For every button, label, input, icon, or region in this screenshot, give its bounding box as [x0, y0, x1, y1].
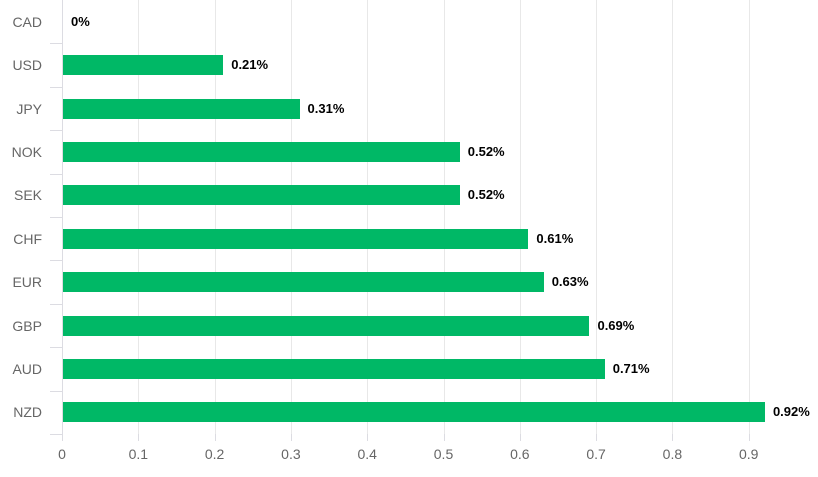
category-label: NZD — [13, 404, 42, 421]
value-label: 0.31% — [307, 100, 345, 116]
y-axis-tick — [50, 260, 62, 261]
y-axis-tick — [50, 130, 62, 131]
gridline — [138, 0, 140, 434]
value-label: 0% — [71, 13, 90, 29]
bar — [63, 315, 590, 336]
y-axis-tick — [50, 174, 62, 175]
bar — [63, 55, 224, 76]
value-label: 0.69% — [597, 317, 635, 333]
x-axis-tick — [214, 434, 216, 441]
y-axis-tick — [50, 391, 62, 392]
gridline — [519, 0, 521, 434]
y-axis-tick — [50, 43, 62, 44]
value-label: 0.52% — [467, 187, 505, 203]
gridline — [672, 0, 674, 434]
x-axis-tick — [748, 434, 750, 441]
value-label: 0.21% — [231, 57, 269, 73]
category-label: EUR — [12, 274, 42, 291]
x-axis-tick-label: 0.2 — [204, 446, 225, 462]
y-axis-tick — [50, 347, 62, 348]
value-label: 0.71% — [612, 360, 650, 376]
category-label: AUD — [12, 360, 42, 377]
bar — [63, 272, 544, 293]
category-label: NOK — [11, 143, 42, 160]
bar — [63, 358, 605, 379]
gridline — [443, 0, 445, 434]
y-axis-tick — [50, 217, 62, 218]
category-label: SEK — [13, 187, 42, 204]
x-axis-tick-label: 0.4 — [357, 446, 377, 462]
x-axis-tick — [596, 434, 598, 441]
value-label: 0.52% — [467, 143, 505, 159]
y-axis-tick — [50, 434, 62, 435]
value-label: 0.92% — [772, 404, 810, 420]
gridline — [748, 0, 750, 434]
bar — [63, 141, 460, 162]
x-axis-tick-label: 0 — [58, 446, 66, 462]
category-label: USD — [12, 57, 42, 74]
bar — [63, 228, 529, 249]
gridline — [290, 0, 292, 434]
category-label: CHF — [13, 230, 42, 247]
bar — [63, 98, 300, 119]
x-axis-tick — [138, 434, 140, 441]
bar — [63, 185, 460, 206]
gridline — [367, 0, 369, 434]
x-axis-tick — [367, 434, 369, 441]
value-label: 0.63% — [551, 274, 589, 290]
category-label: CAD — [12, 13, 42, 30]
x-axis-tick-label: 0.1 — [128, 446, 149, 462]
x-axis-tick — [519, 434, 521, 441]
x-axis-tick — [290, 434, 292, 441]
gridline — [596, 0, 598, 434]
y-axis-tick — [50, 87, 62, 88]
x-axis-tick-label: 0.8 — [662, 446, 683, 462]
value-label: 0.61% — [536, 230, 574, 246]
gridline — [214, 0, 216, 434]
x-axis-tick-label: 0.5 — [433, 446, 454, 462]
x-axis-tick — [443, 434, 445, 441]
x-axis-tick-label: 0.3 — [281, 446, 301, 462]
category-label: GBP — [12, 317, 42, 334]
x-axis-tick-label: 0.9 — [738, 446, 759, 462]
category-label: JPY — [16, 100, 42, 117]
x-axis-tick-label: 0.7 — [586, 446, 606, 462]
x-axis-tick-label: 0.6 — [510, 446, 530, 462]
y-axis-tick — [50, 304, 62, 305]
x-axis-tick — [672, 434, 674, 441]
y-axis-line — [62, 0, 63, 441]
bar — [63, 402, 765, 423]
